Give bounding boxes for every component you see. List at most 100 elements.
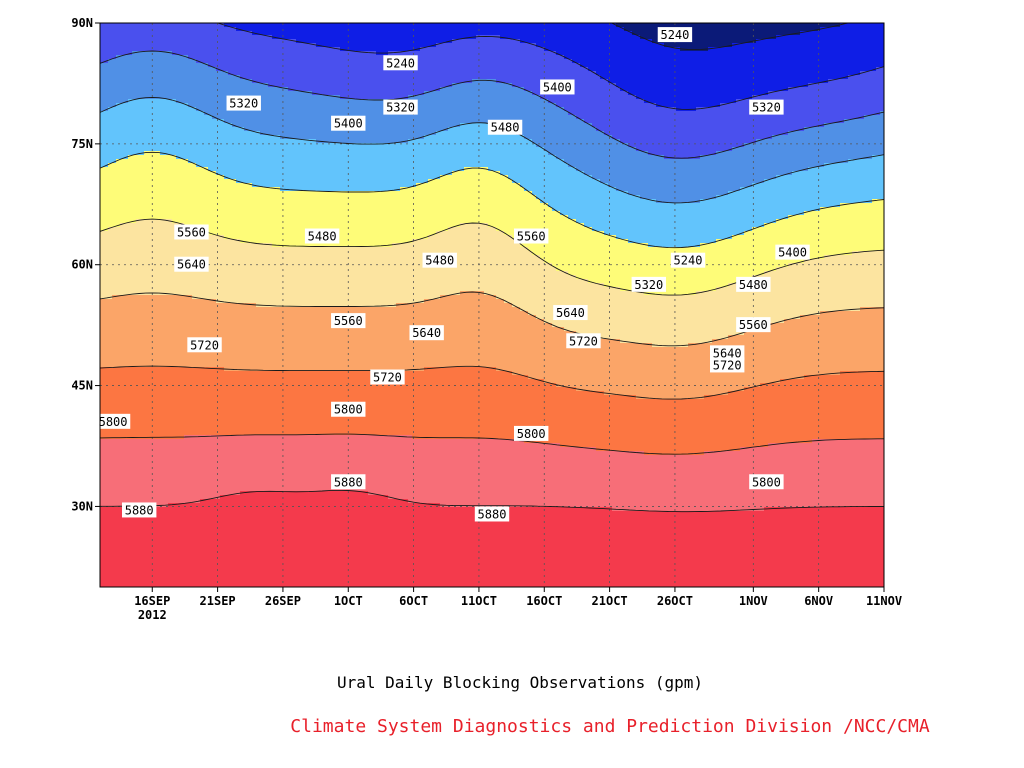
shading-cell bbox=[128, 443, 133, 448]
shading-cell bbox=[172, 79, 177, 84]
shading-cell bbox=[168, 275, 173, 280]
shading-cell bbox=[168, 331, 173, 336]
shading-cell bbox=[120, 191, 125, 196]
shading-cell bbox=[156, 535, 161, 540]
shading-cell bbox=[104, 507, 109, 512]
shading-cell bbox=[168, 255, 173, 260]
shading-cell bbox=[136, 283, 141, 288]
shading-cell bbox=[116, 395, 121, 400]
shading-cell bbox=[196, 67, 201, 72]
shading-cell bbox=[164, 491, 169, 496]
shading-cell bbox=[156, 571, 161, 576]
shading-cell bbox=[120, 119, 125, 124]
shading-cell bbox=[104, 171, 109, 176]
shading-cell bbox=[232, 159, 237, 164]
shading-cell bbox=[200, 207, 205, 212]
shading-cell bbox=[112, 459, 117, 464]
shading-cell bbox=[240, 191, 245, 196]
shading-cell bbox=[184, 251, 189, 256]
shading-cell bbox=[172, 307, 177, 312]
shading-cell bbox=[152, 311, 157, 316]
shading-cell bbox=[228, 567, 233, 572]
shading-cell bbox=[132, 263, 137, 268]
shading-cell bbox=[104, 155, 109, 160]
shading-cell bbox=[136, 171, 141, 176]
shading-cell bbox=[104, 223, 109, 228]
shading-cell bbox=[216, 127, 221, 132]
shading-cell bbox=[132, 79, 137, 84]
shading-cell bbox=[108, 95, 113, 100]
shading-cell bbox=[116, 439, 121, 444]
shading-cell bbox=[112, 43, 117, 48]
shading-cell bbox=[188, 527, 193, 532]
shading-cell bbox=[108, 567, 113, 572]
shading-cell bbox=[220, 403, 225, 408]
shading-cell bbox=[148, 275, 153, 280]
shading-cell bbox=[104, 275, 109, 280]
shading-cell bbox=[224, 87, 229, 92]
shading-cell bbox=[184, 307, 189, 312]
shading-cell bbox=[180, 251, 185, 256]
shading-cell bbox=[132, 535, 137, 540]
shading-cell bbox=[228, 575, 233, 580]
shading-cell bbox=[204, 107, 209, 112]
shading-cell bbox=[120, 127, 125, 132]
shading-cell bbox=[228, 543, 233, 548]
shading-cell bbox=[232, 175, 237, 180]
shading-cell bbox=[104, 359, 109, 364]
shading-cell bbox=[220, 87, 225, 92]
shading-cell bbox=[236, 271, 241, 276]
shading-cell bbox=[184, 411, 189, 416]
shading-cell bbox=[184, 527, 189, 532]
shading-cell bbox=[152, 491, 157, 496]
shading-cell bbox=[180, 447, 185, 452]
shading-cell bbox=[216, 311, 221, 316]
shading-cell bbox=[192, 531, 197, 536]
shading-cell bbox=[104, 51, 109, 56]
shading-cell bbox=[196, 379, 201, 384]
shading-cell bbox=[220, 479, 225, 484]
shading-cell bbox=[116, 443, 121, 448]
shading-cell bbox=[228, 351, 233, 356]
shading-cell bbox=[168, 427, 173, 432]
shading-cell bbox=[208, 515, 213, 520]
shading-cell bbox=[180, 411, 185, 416]
shading-cell bbox=[160, 179, 165, 184]
shading-cell bbox=[124, 135, 129, 140]
shading-cell bbox=[152, 127, 157, 132]
shading-cell bbox=[108, 579, 113, 584]
shading-cell bbox=[172, 443, 177, 448]
shading-cell bbox=[144, 363, 149, 368]
shading-cell bbox=[240, 143, 245, 148]
shading-cell bbox=[232, 279, 237, 284]
shading-cell bbox=[236, 443, 241, 448]
shading-cell bbox=[140, 567, 145, 572]
shading-cell bbox=[228, 207, 233, 212]
shading-cell bbox=[104, 147, 109, 152]
shading-cell bbox=[216, 555, 221, 560]
shading-cell bbox=[192, 287, 197, 292]
shading-cell bbox=[184, 183, 189, 188]
shading-cell bbox=[164, 59, 169, 64]
shading-cell bbox=[200, 475, 205, 480]
shading-cell bbox=[140, 267, 145, 272]
shading-cell bbox=[232, 219, 237, 224]
shading-cell bbox=[228, 471, 233, 476]
shading-cell bbox=[104, 499, 109, 504]
shading-cell bbox=[116, 559, 121, 564]
shading-cell bbox=[236, 131, 241, 136]
shading-cell bbox=[200, 447, 205, 452]
shading-cell bbox=[216, 151, 221, 156]
shading-cell bbox=[132, 327, 137, 332]
shading-cell bbox=[160, 507, 165, 512]
shading-cell bbox=[148, 183, 153, 188]
shading-cell bbox=[236, 191, 241, 196]
shading-cell bbox=[192, 95, 197, 100]
shading-cell bbox=[108, 387, 113, 392]
shading-cell bbox=[120, 567, 125, 572]
shading-cell bbox=[156, 483, 161, 488]
shading-cell bbox=[184, 443, 189, 448]
shading-cell bbox=[236, 499, 241, 504]
shading-cell bbox=[136, 543, 141, 548]
shading-cell bbox=[156, 359, 161, 364]
